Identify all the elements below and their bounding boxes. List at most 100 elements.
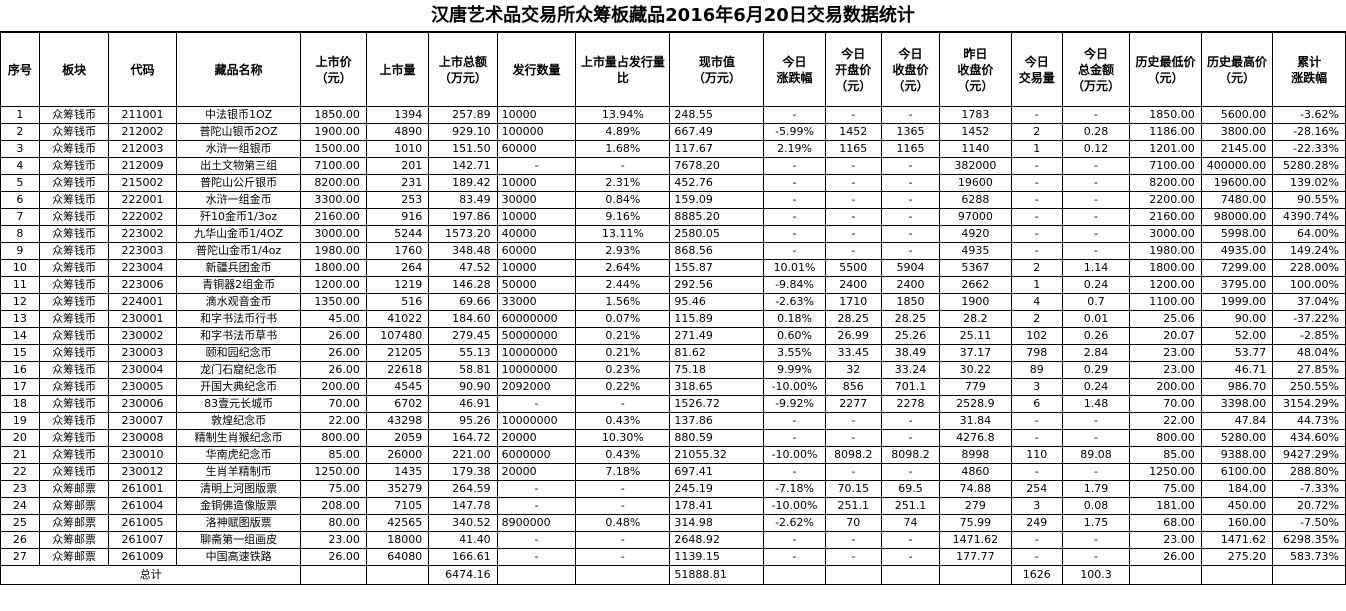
cell-market-value: 115.89 <box>669 310 765 328</box>
cell-sector: 众筹钱币 <box>38 395 110 413</box>
cell-today-change: - <box>763 548 826 566</box>
cell-hist-low: 2160.00 <box>1129 208 1202 226</box>
header-listing-price: 上市价 （元） <box>300 32 367 107</box>
cell-listing-qty: 43298 <box>365 412 430 430</box>
cell-today-open: 1165 <box>824 140 882 158</box>
cell-today-close: 2400 <box>880 276 941 294</box>
cell-issue-qty: 20000 <box>496 463 577 481</box>
cell-index: 17 <box>0 378 40 396</box>
table-row: 13 众筹钱币 230001 和字书法币行书 45.00 41022 184.60 60000… <box>0 310 1346 328</box>
cell-today-open: - <box>824 174 882 192</box>
cell-issue-qty: 50000000 <box>496 327 577 345</box>
cell-today-close: 38.49 <box>880 344 941 362</box>
cell-today-open: 856 <box>824 378 882 396</box>
table-row: 1 众筹钱币 211001 中法银币1OZ 1850.00 1394 257.89 10000… <box>0 106 1346 124</box>
cell-today-close: - <box>880 106 941 124</box>
cell-today-amount: 0.01 <box>1061 310 1131 328</box>
cell-today-volume: - <box>1010 412 1063 430</box>
cell-today-amount: 0.12 <box>1061 140 1131 158</box>
cell-today-change: - <box>763 429 826 447</box>
cell-code: 230008 <box>108 429 177 447</box>
cell-today-amount: 0.24 <box>1061 378 1131 396</box>
cell-item-name: 中国高速铁路 <box>175 548 302 566</box>
cell-today-close: 701.1 <box>880 378 941 396</box>
cell-index: 19 <box>0 412 40 430</box>
cell-today-change: - <box>763 225 826 243</box>
cell-hist-high: 160.00 <box>1200 514 1274 532</box>
header-today-close: 今日 收盘价 （元） <box>880 32 941 107</box>
cell-listing-qty: 1010 <box>365 140 430 158</box>
cell-item-name: 水浒一组金币 <box>175 191 302 209</box>
cell-item-name: 精制生肖猴纪念币 <box>175 429 302 447</box>
cell-listing-ratio: 1.68% <box>575 140 671 158</box>
cell-sector: 众筹钱币 <box>38 276 110 294</box>
header-cumulative-change: 累计 涨跌幅 <box>1272 32 1346 107</box>
cell-today-volume: 2 <box>1010 310 1063 328</box>
cell-listing-total: 184.60 <box>428 310 498 328</box>
cell-item-name: 龙门石窟纪念币 <box>175 361 302 379</box>
cell-today-open: 28.25 <box>824 310 882 328</box>
cell-today-amount: 0.26 <box>1061 327 1131 345</box>
cell-today-amount: - <box>1061 429 1131 447</box>
cell-item-name: 开国大典纪念币 <box>175 378 302 396</box>
header-code: 代码 <box>108 32 177 107</box>
cell-today-close: 1365 <box>880 123 941 141</box>
cell-today-open: - <box>824 225 882 243</box>
cell-prev-close: 30.22 <box>939 361 1012 379</box>
total-cell-empty <box>763 565 826 585</box>
cell-listing-total: 166.61 <box>428 548 498 566</box>
cell-today-open: 2277 <box>824 395 882 413</box>
cell-market-value: 245.19 <box>669 480 765 498</box>
cell-code: 224001 <box>108 293 177 311</box>
cell-cumulative-change: 9427.29% <box>1272 446 1346 464</box>
cell-cumulative-change: 583.73% <box>1272 548 1346 566</box>
header-item-name: 藏品名称 <box>175 32 302 107</box>
cell-listing-ratio: 13.11% <box>575 225 671 243</box>
cell-issue-qty: - <box>496 480 577 498</box>
cell-listing-price: 7100.00 <box>300 157 367 175</box>
cell-today-volume: - <box>1010 157 1063 175</box>
cell-today-close: - <box>880 174 941 192</box>
cell-today-open: 251.1 <box>824 497 882 515</box>
cell-listing-ratio: - <box>575 531 671 549</box>
cell-sector: 众筹钱币 <box>38 225 110 243</box>
cell-hist-high: 275.20 <box>1200 548 1274 566</box>
cell-today-amount: - <box>1061 531 1131 549</box>
cell-issue-qty: 10000 <box>496 208 577 226</box>
cell-today-open: - <box>824 548 882 566</box>
cell-today-amount: - <box>1061 191 1131 209</box>
cell-index: 7 <box>0 208 40 226</box>
header-line: 藏品名称 <box>214 62 263 77</box>
cell-listing-ratio: 2.93% <box>575 242 671 260</box>
cell-today-volume: - <box>1010 106 1063 124</box>
header-line: 板块 <box>62 62 87 77</box>
cell-listing-price: 1500.00 <box>300 140 367 158</box>
cell-code: 222002 <box>108 208 177 226</box>
cell-item-name: 普陀山金币1/4oz <box>175 242 302 260</box>
cell-today-open: 2400 <box>824 276 882 294</box>
cell-listing-ratio: 10.30% <box>575 429 671 447</box>
cell-cumulative-change: 5280.28% <box>1272 157 1346 175</box>
header-line: 今日 <box>841 46 866 61</box>
cell-sector: 众筹钱币 <box>38 429 110 447</box>
cell-listing-qty: 4545 <box>365 378 430 396</box>
cell-listing-total: 179.38 <box>428 463 498 481</box>
cell-sector: 众筹钱币 <box>38 259 110 277</box>
total-cell-empty <box>1200 565 1274 585</box>
cell-listing-total: 46.91 <box>428 395 498 413</box>
cell-listing-total: 929.10 <box>428 123 498 141</box>
cell-index: 10 <box>0 259 40 277</box>
cell-listing-price: 26.00 <box>300 548 367 566</box>
cell-listing-qty: 41022 <box>365 310 430 328</box>
cell-market-value: 21055.32 <box>669 446 765 464</box>
cell-today-change: - <box>763 208 826 226</box>
header-index: 序号 <box>0 32 40 107</box>
cell-hist-high: 3398.00 <box>1200 395 1274 413</box>
cell-index: 12 <box>0 293 40 311</box>
cell-sector: 众筹钱币 <box>38 157 110 175</box>
cell-listing-price: 26.00 <box>300 361 367 379</box>
cell-today-open: 70.15 <box>824 480 882 498</box>
cell-listing-qty: 2059 <box>365 429 430 447</box>
cell-listing-price: 1200.00 <box>300 276 367 294</box>
